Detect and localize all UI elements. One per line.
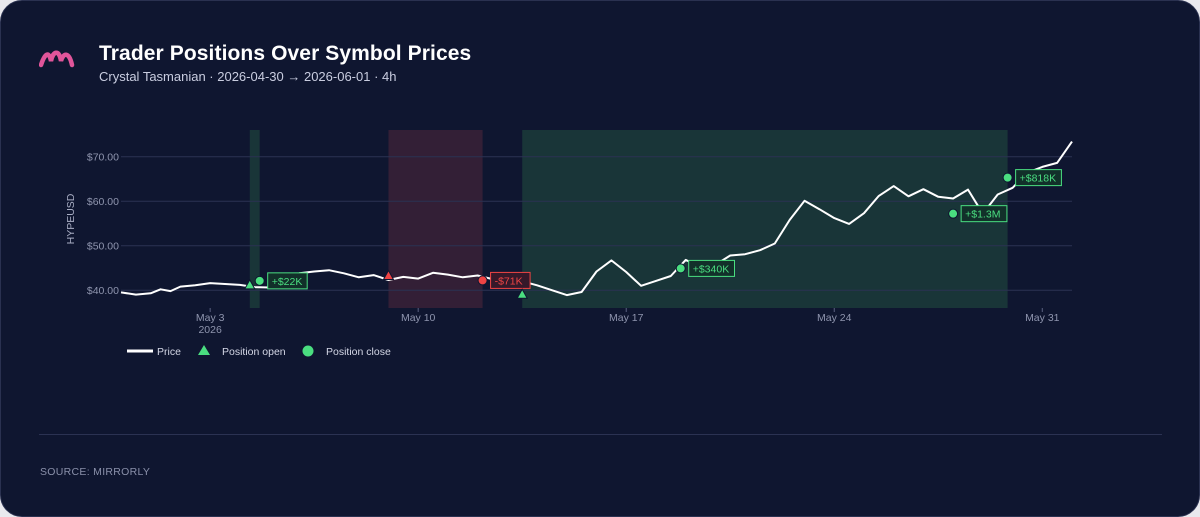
- x-tick-label: May 24: [817, 312, 852, 324]
- pnl-label: -$71K: [495, 275, 523, 287]
- source-label: SOURCE: MIRRORLY: [40, 466, 151, 478]
- y-tick-label: $40.00: [87, 285, 119, 297]
- x-tick-label: May 17: [609, 312, 644, 324]
- pnl-label-box: [1015, 169, 1062, 187]
- price-chart: $40.00 $50.00 $60.00 $70.00 HYPEUSD May 32026…: [65, 130, 1073, 358]
- position-range-band: [249, 130, 260, 308]
- pnl-label-box: [688, 259, 736, 277]
- position-close-marker: [477, 275, 488, 286]
- legend-close-label: Position close: [326, 346, 391, 358]
- pnl-label: +$22K: [272, 276, 303, 288]
- position-open-marker: [516, 288, 529, 299]
- y-tick-label: $60.00: [87, 196, 119, 208]
- x-tick-label: May 3: [196, 312, 225, 324]
- x-tick-label: May 31: [1025, 312, 1060, 324]
- price-line: [120, 141, 1073, 297]
- footer-divider: [39, 434, 1162, 435]
- y-axis-label: HYPEUSD: [65, 193, 77, 244]
- y-tick-label: $70.00: [87, 152, 119, 164]
- pnl-label: +$818K: [1020, 173, 1057, 185]
- y-tick-label: $50.00: [87, 241, 119, 253]
- position-close-marker: [1002, 172, 1013, 183]
- chart-title: Trader Positions Over Symbol Prices: [99, 42, 472, 65]
- legend-open-swatch: [198, 345, 210, 355]
- position-close-marker: [675, 263, 686, 274]
- position-range-band: [388, 130, 483, 308]
- pnl-label-box: [267, 272, 308, 290]
- position-open-marker: [382, 269, 395, 281]
- legend-close-swatch: [302, 345, 314, 357]
- pnl-label-box: [490, 271, 531, 289]
- position-close-marker: [254, 275, 265, 286]
- chart-subtitle: Crystal Tasmanian · 2026-04-30 → 2026-06…: [99, 69, 397, 84]
- legend-price-label: Price: [157, 346, 181, 358]
- x-tick-label: May 10: [401, 312, 436, 324]
- pnl-label: +$340K: [693, 263, 730, 275]
- position-range-band: [522, 130, 1008, 308]
- x-tick-sublabel: 2026: [198, 324, 222, 336]
- pnl-label-box: [960, 205, 1008, 223]
- pnl-label: +$1.3M: [965, 209, 1000, 221]
- mirrorly-logo-icon: [39, 50, 75, 68]
- position-close-marker: [948, 208, 959, 219]
- position-open-marker: [243, 278, 256, 290]
- legend-open-label: Position open: [222, 346, 286, 358]
